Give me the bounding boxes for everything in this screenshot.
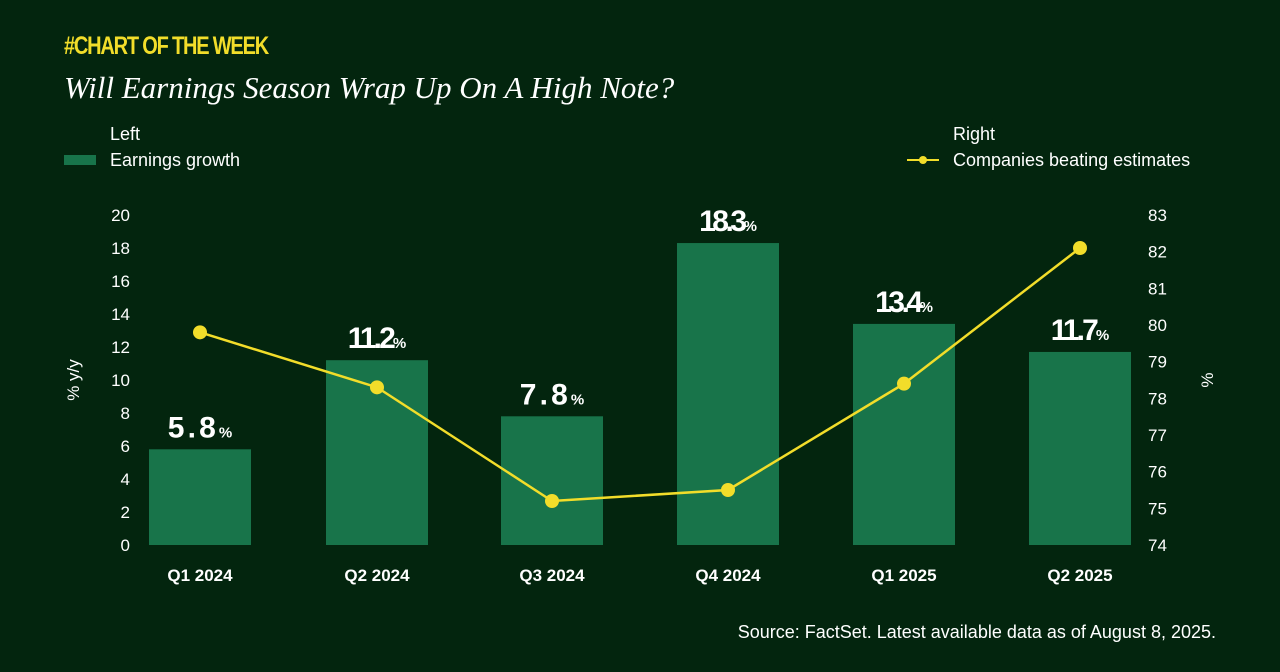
left-tick-label: 10 (111, 371, 130, 390)
right-tick-label: 80 (1148, 316, 1167, 335)
bar-data-label: 18.3% (699, 205, 757, 238)
left-tick-label: 0 (121, 536, 130, 555)
x-tick-label: Q2 2024 (344, 566, 410, 585)
legend-left-heading: Left (110, 124, 141, 144)
bar (853, 323, 955, 545)
legend-right-heading: Right (953, 124, 996, 144)
line-point (545, 494, 559, 508)
bar-value-suffix: % (744, 218, 757, 235)
bar (1029, 351, 1131, 545)
left-axis-label: % y/y (64, 359, 83, 401)
left-tick-label: 8 (121, 404, 130, 423)
right-tick-label: 75 (1148, 499, 1167, 518)
chart-title: Will Earnings Season Wrap Up On A High N… (64, 70, 675, 105)
left-tick-label: 4 (121, 470, 130, 489)
right-tick-label: 74 (1148, 536, 1167, 555)
left-tick-label: 6 (121, 437, 130, 456)
right-tick-label: 78 (1148, 389, 1167, 408)
x-tick-label: Q3 2024 (519, 566, 585, 585)
bar-data-label: 7.8% (520, 378, 584, 411)
bar-value: 5.8 (168, 411, 216, 444)
right-tick-label: 79 (1148, 353, 1167, 372)
bar-value: 11.2 (348, 322, 396, 355)
bar-value-suffix: % (920, 299, 933, 316)
bar-value: 11.7 (1051, 314, 1099, 347)
left-tick-label: 12 (111, 338, 130, 357)
bar (501, 416, 603, 545)
line-point (193, 325, 207, 340)
right-tick-label: 83 (1148, 206, 1167, 225)
line-point (370, 380, 384, 395)
bar-value: 18.3 (699, 205, 747, 238)
bar-data-label: 11.7% (1051, 314, 1109, 347)
bar-value: 13.4 (875, 286, 923, 319)
source-note: Source: FactSet. Latest available data a… (737, 622, 1216, 642)
right-tick-label: 76 (1148, 463, 1167, 482)
legend-bar-swatch (64, 155, 96, 165)
bar (677, 243, 779, 546)
x-tick-label: Q2 2025 (1047, 566, 1112, 585)
right-axis-label: % (1198, 372, 1217, 387)
bar (149, 449, 251, 545)
left-tick-label: 18 (111, 239, 130, 258)
bar-data-label: 5.8% (168, 411, 232, 444)
bar-value-suffix: % (571, 391, 584, 408)
x-tick-label: Q1 2024 (167, 566, 233, 585)
left-tick-label: 20 (111, 206, 130, 225)
x-tick-label: Q4 2024 (695, 566, 761, 585)
bar-value: 7.8 (520, 378, 568, 411)
bar-value-suffix: % (393, 335, 406, 352)
right-tick-label: 77 (1148, 426, 1167, 445)
kicker: #CHART OF THE WEEK (64, 32, 269, 60)
left-tick-label: 14 (111, 305, 130, 324)
left-tick-label: 16 (111, 272, 130, 291)
bar-value-suffix: % (219, 424, 232, 441)
right-tick-label: 81 (1148, 279, 1167, 298)
x-tick-label: Q1 2025 (871, 566, 936, 585)
left-tick-label: 2 (121, 503, 130, 522)
line-point (721, 483, 735, 497)
legend-right-series: Companies beating estimates (953, 150, 1191, 170)
bar-value-suffix: % (1096, 327, 1109, 344)
line-point (1073, 241, 1087, 255)
legend-left-series: Earnings growth (110, 150, 241, 170)
line-point (897, 376, 911, 391)
right-tick-label: 82 (1148, 243, 1167, 262)
bar-data-label: 11.2% (348, 322, 406, 355)
bar-data-label: 13.4% (875, 286, 933, 319)
line-series (199, 247, 1081, 503)
